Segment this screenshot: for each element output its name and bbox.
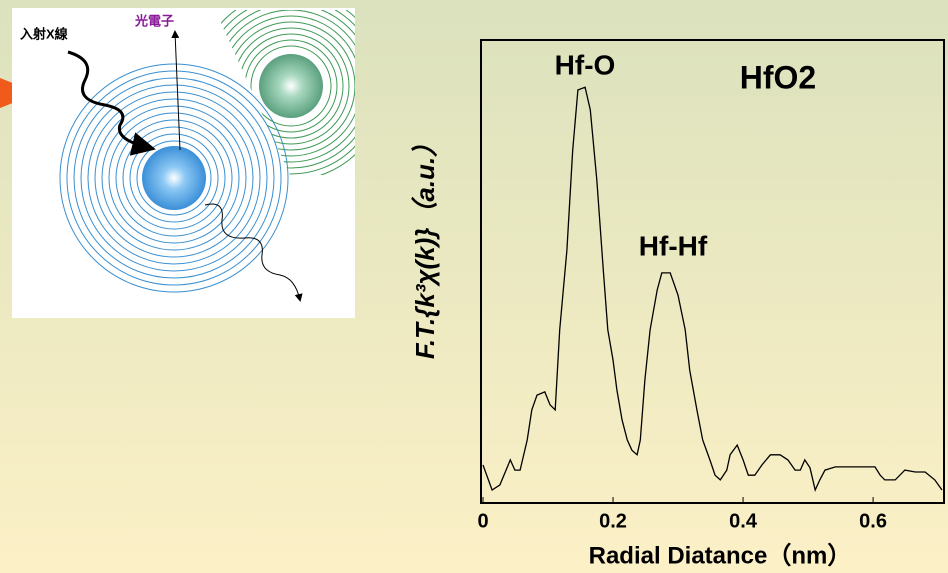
x-tick-label: 0.6	[859, 510, 887, 532]
x-tick-label: 0	[477, 510, 488, 532]
y-axis-title: F.T.{k³χ(k)}（a.u.）	[410, 131, 440, 359]
x-axis-title: Radial Diatance（nm）	[589, 542, 852, 569]
absorber-atom	[142, 146, 206, 210]
neighbor-atom	[259, 54, 323, 118]
slide: 入射X線 光電子 0 0.2 0.4 0.6 Hf-O Hf-Hf HfO2 Radi…	[0, 0, 948, 573]
photoelectron-label: 光電子	[134, 13, 174, 28]
annotation: Hf-Hf	[639, 230, 708, 261]
annotation: HfO2	[740, 59, 816, 95]
x-tick-label: 0.4	[729, 510, 758, 532]
annotation: Hf-O	[555, 49, 616, 80]
diagram: 入射X線 光電子	[12, 0, 385, 318]
x-tick-label: 0.2	[599, 510, 627, 532]
incident-label: 入射X線	[20, 26, 69, 41]
